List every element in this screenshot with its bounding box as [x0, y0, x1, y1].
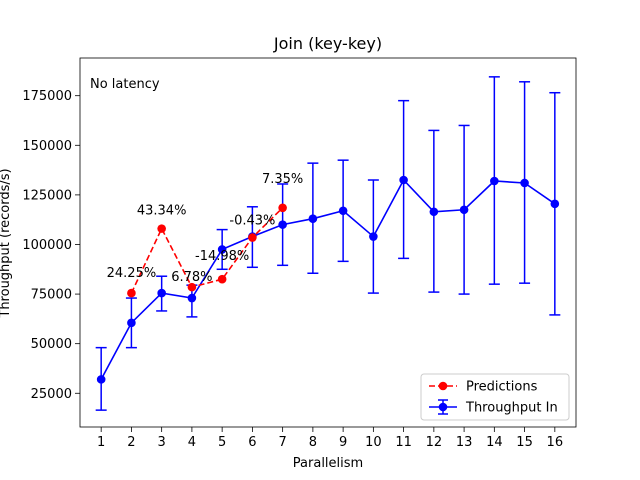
legend-box — [420, 373, 570, 421]
plot-area: 1 2 3 4 5 6 7 8 9 10 11 12 13 14 15 1625000500007500010… — [22, 57, 577, 450]
y-tick-label: 150000 — [22, 139, 72, 154]
y-tick-label: 50000 — [31, 337, 72, 352]
chart-title: Join (key-key) — [273, 34, 382, 53]
throughput-point — [550, 199, 560, 209]
prediction-error-label: -0.43% — [229, 214, 275, 229]
x-tick-label: 9 — [339, 435, 347, 450]
x-tick-label: 4 — [188, 435, 196, 450]
throughput-point — [187, 293, 197, 303]
throughput-point — [459, 205, 469, 215]
x-tick-label: 14 — [486, 435, 503, 450]
x-tick-label: 1 — [97, 435, 105, 450]
legend-predictions-label: Predictions — [466, 380, 538, 395]
legend-throughput-marker — [438, 402, 448, 412]
x-tick-label: 10 — [365, 435, 382, 450]
y-tick-label: 175000 — [22, 89, 72, 104]
y-tick-label: 125000 — [22, 188, 72, 203]
prediction-point — [187, 282, 197, 292]
x-tick-label: 7 — [278, 435, 286, 450]
prediction-error-label: 43.34% — [137, 204, 187, 219]
x-tick-label: 11 — [395, 435, 412, 450]
legend-throughput-label: Throughput In — [465, 401, 558, 416]
throughput-point — [429, 207, 439, 217]
throughput-point — [127, 318, 136, 328]
throughput-point — [369, 232, 378, 241]
throughput-point — [278, 220, 287, 229]
throughput-point — [96, 375, 106, 384]
prediction-point — [127, 288, 136, 298]
x-tick-label: 8 — [309, 435, 317, 450]
throughput-point — [217, 245, 227, 254]
legend: Predictions Throughput In — [420, 373, 570, 421]
x-tick-label: 3 — [158, 435, 166, 450]
prediction-error-label: -14.98% — [195, 249, 249, 264]
y-tick-label: 75000 — [31, 288, 72, 303]
legend-predictions-marker — [438, 381, 448, 391]
x-tick-label: 2 — [127, 435, 135, 450]
prediction-point — [217, 274, 227, 284]
prediction-point — [248, 233, 257, 242]
x-tick-label: 6 — [248, 435, 256, 450]
throughput-point — [399, 175, 408, 185]
throughput-point — [308, 214, 318, 223]
throughput-line — [100, 178, 556, 380]
x-tick-label: 13 — [456, 435, 473, 450]
x-tick-label: 16 — [547, 435, 564, 450]
y-tick-label: 100000 — [22, 238, 72, 253]
x-axis-label: Parallelism — [293, 456, 363, 471]
prediction-error-label: 6.78% — [171, 270, 212, 285]
no-latency-annotation: No latency — [90, 77, 160, 92]
throughput-point — [520, 178, 529, 188]
y-axis-label: Throughput (records/s) — [0, 168, 13, 318]
predictions-line — [130, 207, 284, 294]
x-tick-label: 5 — [218, 435, 226, 450]
prediction-point — [278, 203, 287, 213]
y-tick-label: 25000 — [31, 387, 72, 402]
throughput-point — [338, 206, 348, 216]
axes-frame — [79, 57, 577, 428]
prediction-error-label: 7.35% — [262, 172, 303, 187]
throughput-point — [157, 288, 166, 298]
x-tick-label: 12 — [426, 435, 443, 450]
prediction-error-label: 24.25% — [107, 266, 157, 281]
x-tick-label: 15 — [516, 435, 533, 450]
throughput-point — [490, 176, 499, 186]
prediction-point — [157, 224, 166, 233]
